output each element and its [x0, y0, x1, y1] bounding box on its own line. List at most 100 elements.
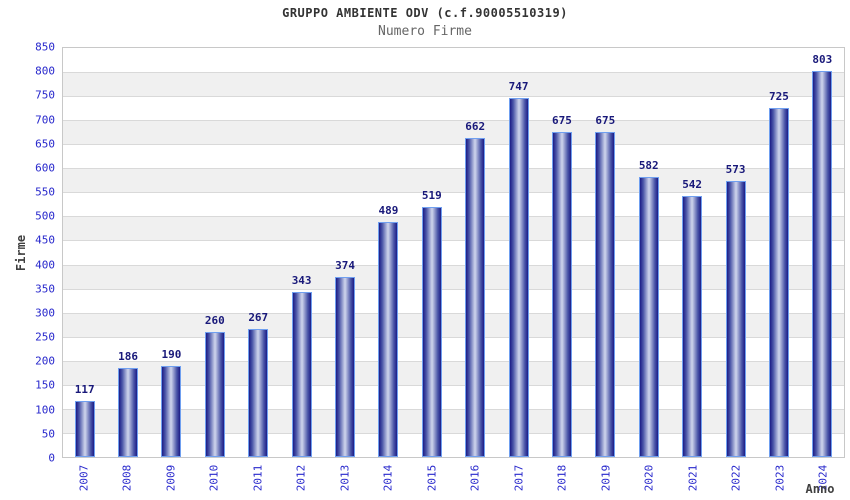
- gridline: [63, 120, 844, 122]
- y-tick-label: 600: [35, 161, 55, 175]
- x-tick-label: 2019: [599, 464, 613, 492]
- value-label: 489: [378, 203, 399, 217]
- gridline: [63, 144, 844, 146]
- bar-2012: [291, 291, 312, 457]
- y-tick-label: 400: [35, 258, 55, 272]
- background-band: [63, 48, 844, 72]
- background-band: [63, 264, 844, 289]
- background-band: [63, 216, 844, 241]
- value-label: 573: [725, 163, 746, 177]
- y-tick-label: 450: [35, 233, 55, 247]
- bar-2020: [638, 176, 659, 457]
- x-tick-label: 2007: [77, 464, 91, 492]
- value-label: 186: [118, 349, 139, 363]
- x-tick-label: 2018: [555, 464, 569, 492]
- bar-2021: [682, 196, 703, 457]
- gridline: [63, 96, 844, 98]
- gridline: [63, 408, 844, 410]
- bar-2016: [465, 138, 486, 457]
- plot-area: 117 186 190 260 267 343 374 489 519 662 747 675 675 5…: [62, 47, 845, 458]
- gridline: [63, 168, 844, 170]
- value-label: 117: [74, 382, 95, 396]
- value-label: 343: [291, 273, 312, 287]
- value-label: 267: [248, 310, 269, 324]
- y-tick-label: 650: [35, 137, 55, 151]
- x-tick-label: 2010: [207, 464, 221, 492]
- gridline: [63, 288, 844, 290]
- value-label: 747: [508, 79, 529, 93]
- x-tick-label: 2015: [425, 464, 439, 492]
- value-label: 582: [638, 158, 659, 172]
- bar-2008: [118, 367, 139, 457]
- value-label: 542: [682, 178, 703, 192]
- x-tick-label: 2016: [468, 464, 482, 492]
- value-label: 675: [552, 114, 572, 128]
- x-tick-label: 2020: [642, 464, 656, 492]
- gridline: [63, 312, 844, 314]
- y-tick-label: 100: [35, 403, 55, 417]
- y-tick-label: 200: [35, 354, 55, 368]
- x-tick-label: 2022: [729, 464, 743, 492]
- value-label: 519: [421, 189, 442, 203]
- bar-2023: [768, 108, 789, 457]
- background-band: [63, 120, 844, 145]
- gridline: [63, 216, 844, 218]
- bar-2010: [204, 331, 225, 457]
- background-band: [63, 408, 844, 433]
- gridline: [63, 72, 844, 74]
- y-tick-label: 50: [41, 427, 55, 441]
- value-label: 662: [465, 120, 486, 134]
- y-tick-label: 500: [35, 209, 55, 223]
- bar-2015: [421, 207, 442, 457]
- bar-2013: [335, 277, 356, 457]
- bar-2017: [508, 97, 529, 457]
- bar-2018: [551, 132, 572, 457]
- gridline: [63, 240, 844, 242]
- gridline: [63, 360, 844, 362]
- background-band: [63, 360, 844, 385]
- chart-subtitle: Numero Firme: [378, 24, 472, 39]
- y-tick-label: 150: [35, 378, 55, 392]
- x-tick-label: 2023: [773, 464, 787, 492]
- gridline: [63, 264, 844, 266]
- x-tick-label: 2017: [512, 464, 526, 492]
- x-tick-label: 2021: [686, 464, 700, 492]
- gridline: [63, 384, 844, 386]
- gridline: [63, 336, 844, 338]
- background-band: [63, 168, 844, 193]
- x-tick-label: 2009: [164, 464, 178, 492]
- value-label: 260: [204, 313, 225, 327]
- background-band: [63, 312, 844, 337]
- x-tick-label: 2013: [338, 464, 352, 492]
- bar-2011: [248, 328, 269, 457]
- x-axis-title: Anno: [805, 482, 835, 496]
- y-tick-label: 750: [35, 88, 55, 102]
- y-tick-label: 250: [35, 330, 55, 344]
- bar-2007: [74, 400, 95, 457]
- bar-2019: [595, 132, 616, 457]
- background-band: [63, 72, 844, 97]
- x-tick-label: 2008: [120, 464, 134, 492]
- value-label: 374: [335, 259, 355, 273]
- bar-2009: [161, 365, 182, 457]
- x-tick-label: 2011: [251, 464, 265, 492]
- y-axis-title: Firme: [14, 234, 28, 272]
- x-tick-label: 2014: [381, 464, 395, 492]
- x-tick-label: 2012: [294, 464, 308, 492]
- y-tick-label: 550: [35, 185, 55, 199]
- y-tick-label: 850: [35, 40, 55, 54]
- gridline: [63, 192, 844, 194]
- bar-2014: [378, 221, 399, 457]
- value-label: 190: [161, 347, 182, 361]
- y-tick-label: 800: [35, 64, 55, 78]
- value-label: 675: [595, 114, 616, 128]
- value-label: 803: [812, 52, 833, 66]
- gridline: [63, 432, 844, 434]
- background-band: [63, 96, 844, 120]
- y-tick-label: 350: [35, 282, 55, 296]
- bar-2024: [812, 70, 833, 457]
- y-tick-label: 700: [35, 113, 55, 127]
- value-label: 725: [768, 90, 789, 104]
- y-tick-label: 300: [35, 306, 55, 320]
